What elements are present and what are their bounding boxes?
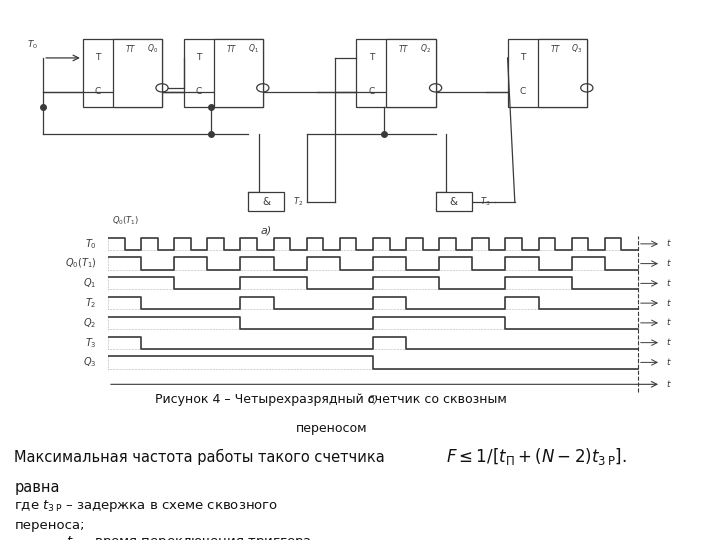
- Text: &: &: [262, 197, 271, 207]
- Text: Максимальная частота работы такого счетчика: Максимальная частота работы такого счетч…: [14, 449, 385, 465]
- Text: $t_{\Pi}$ – время переключения триггера.: $t_{\Pi}$ – время переключения триггера.: [50, 534, 316, 540]
- Bar: [508, 39, 587, 107]
- Text: $Q_0$: $Q_0$: [147, 43, 158, 55]
- Text: $Q_0(T_1)$: $Q_0(T_1)$: [65, 257, 96, 271]
- Bar: [387, 39, 436, 107]
- Text: переносом: переносом: [295, 422, 367, 435]
- Text: $T_2$: $T_2$: [293, 195, 303, 208]
- Text: T: T: [520, 53, 526, 63]
- Text: $Q_2$: $Q_2$: [420, 43, 431, 55]
- Text: $Q_2$: $Q_2$: [84, 316, 96, 330]
- Text: t: t: [667, 319, 670, 327]
- Text: Рисунок 4 – Четырехразрядный счетчик со сквозным: Рисунок 4 – Четырехразрядный счетчик со …: [156, 393, 507, 406]
- Text: T: T: [369, 53, 374, 63]
- Text: C: C: [95, 87, 101, 97]
- Text: t: t: [667, 358, 670, 367]
- Text: TT: TT: [550, 45, 559, 53]
- Text: C: C: [369, 87, 374, 97]
- Text: TT: TT: [125, 45, 135, 53]
- Bar: [214, 39, 263, 107]
- Text: б): б): [367, 394, 379, 404]
- Text: C: C: [196, 87, 202, 97]
- Text: T: T: [196, 53, 202, 63]
- Bar: [356, 39, 436, 107]
- Text: переноса;: переноса;: [14, 519, 85, 532]
- Text: равна: равна: [14, 480, 60, 495]
- Text: где $t_{3\,\mathrm{P}}$ – задержка в схеме сквозного: где $t_{3\,\mathrm{P}}$ – задержка в схе…: [14, 498, 279, 514]
- Text: t: t: [667, 299, 670, 308]
- Bar: [538, 39, 587, 107]
- Text: $Q_0(T_1)$: $Q_0(T_1)$: [112, 215, 139, 227]
- Text: TT: TT: [226, 45, 235, 53]
- Bar: [436, 192, 472, 212]
- Text: t: t: [667, 380, 670, 389]
- Bar: [83, 39, 162, 107]
- Text: $T_0$: $T_0$: [27, 38, 38, 51]
- Text: t: t: [667, 279, 670, 288]
- Text: $Q_1$: $Q_1$: [248, 43, 258, 55]
- Text: а): а): [261, 226, 272, 236]
- Text: $F \leq 1/[t_{\Pi} + (N-2)t_{3\,\mathrm{P}}].$: $F \leq 1/[t_{\Pi} + (N-2)t_{3\,\mathrm{…: [446, 446, 627, 467]
- Text: t: t: [667, 338, 670, 347]
- Text: &: &: [449, 197, 458, 207]
- Text: $T_2$: $T_2$: [85, 296, 96, 310]
- Text: $T_3$: $T_3$: [480, 195, 490, 208]
- Bar: [184, 39, 263, 107]
- Text: $Q_1$: $Q_1$: [84, 276, 96, 291]
- Text: $Q_3$: $Q_3$: [572, 43, 582, 55]
- Bar: [113, 39, 162, 107]
- Text: C: C: [520, 87, 526, 97]
- Text: T: T: [95, 53, 101, 63]
- Text: TT: TT: [399, 45, 408, 53]
- Text: $Q_3$: $Q_3$: [83, 355, 96, 369]
- Text: $T_0$: $T_0$: [85, 237, 96, 251]
- Text: t: t: [667, 259, 670, 268]
- Text: t: t: [667, 239, 670, 248]
- Bar: [248, 192, 284, 212]
- Text: $T_3$: $T_3$: [85, 336, 96, 349]
